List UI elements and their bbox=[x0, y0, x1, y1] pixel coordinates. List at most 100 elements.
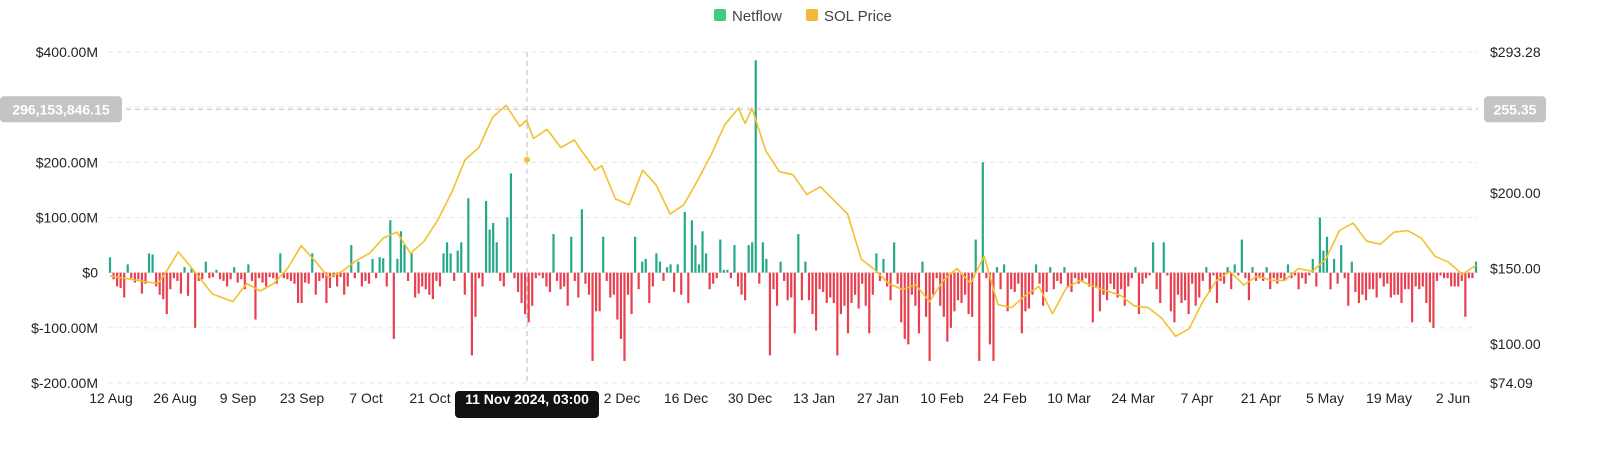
netflow-bar[interactable] bbox=[438, 272, 442, 287]
netflow-bar[interactable] bbox=[516, 272, 520, 292]
netflow-bar[interactable] bbox=[584, 272, 587, 284]
netflow-bar[interactable] bbox=[591, 272, 594, 361]
netflow-bar[interactable] bbox=[1379, 272, 1382, 279]
netflow-bar[interactable] bbox=[229, 272, 232, 280]
legend-sol-price-label[interactable]: SOL Price bbox=[824, 8, 892, 25]
netflow-bar[interactable] bbox=[765, 258, 768, 273]
netflow-bar[interactable] bbox=[130, 272, 133, 279]
netflow-bar[interactable] bbox=[829, 272, 832, 298]
netflow-bar[interactable] bbox=[261, 272, 264, 283]
netflow-bar[interactable] bbox=[1063, 267, 1066, 273]
netflow-bar[interactable] bbox=[371, 258, 374, 273]
netflow-bar[interactable] bbox=[1013, 272, 1016, 292]
netflow-bar[interactable] bbox=[790, 272, 793, 298]
netflow-bar[interactable] bbox=[669, 264, 672, 273]
netflow-bar[interactable] bbox=[460, 242, 463, 273]
netflow-bar[interactable] bbox=[680, 272, 683, 295]
netflow-bar[interactable] bbox=[896, 272, 899, 284]
netflow-bar[interactable] bbox=[421, 272, 424, 287]
netflow-bar[interactable] bbox=[1372, 272, 1375, 290]
netflow-bar[interactable] bbox=[392, 272, 395, 339]
netflow-bar[interactable] bbox=[651, 272, 654, 287]
netflow-bar[interactable] bbox=[1308, 272, 1311, 276]
netflow-bar[interactable] bbox=[1098, 272, 1102, 312]
netflow-bar[interactable] bbox=[665, 267, 669, 273]
netflow-bar[interactable] bbox=[424, 272, 427, 290]
netflow-bar[interactable] bbox=[524, 272, 527, 315]
netflow-bar[interactable] bbox=[531, 272, 534, 306]
netflow-bar[interactable] bbox=[1091, 272, 1094, 323]
netflow-bar[interactable] bbox=[882, 258, 885, 273]
netflow-bar[interactable] bbox=[1194, 272, 1197, 306]
netflow-bar[interactable] bbox=[389, 220, 392, 273]
netflow-bar[interactable] bbox=[1230, 272, 1233, 290]
netflow-bar[interactable] bbox=[772, 272, 775, 290]
netflow-bar[interactable] bbox=[971, 272, 974, 317]
netflow-bar[interactable] bbox=[548, 272, 552, 292]
netflow-bar[interactable] bbox=[811, 272, 814, 315]
netflow-bar[interactable] bbox=[194, 272, 197, 328]
netflow-bar[interactable] bbox=[949, 272, 952, 328]
netflow-bar[interactable] bbox=[140, 272, 144, 294]
netflow-bar[interactable] bbox=[1237, 272, 1240, 276]
netflow-bar[interactable] bbox=[818, 272, 821, 290]
netflow-bar[interactable] bbox=[346, 272, 349, 287]
netflow-bar[interactable] bbox=[1389, 272, 1392, 298]
netflow-bar[interactable] bbox=[1102, 272, 1105, 295]
netflow-bar[interactable] bbox=[779, 261, 782, 273]
netflow-bar[interactable] bbox=[875, 253, 878, 273]
netflow-bar[interactable] bbox=[350, 245, 353, 273]
netflow-bar[interactable] bbox=[797, 234, 800, 273]
netflow-bar[interactable] bbox=[119, 272, 122, 289]
netflow-bar[interactable] bbox=[1247, 272, 1251, 301]
netflow-bar[interactable] bbox=[719, 239, 722, 273]
netflow-bar[interactable] bbox=[825, 272, 828, 304]
netflow-bar[interactable] bbox=[1155, 272, 1158, 290]
netflow-bar[interactable] bbox=[1045, 272, 1048, 292]
legend-netflow-label[interactable]: Netflow bbox=[732, 8, 782, 25]
netflow-bar[interactable] bbox=[648, 272, 651, 304]
netflow-bar[interactable] bbox=[1272, 272, 1275, 279]
netflow-bar[interactable] bbox=[697, 264, 701, 273]
netflow-bar[interactable] bbox=[477, 272, 481, 279]
netflow-bar[interactable] bbox=[953, 272, 956, 312]
netflow-bar[interactable] bbox=[1130, 272, 1133, 279]
netflow-bar[interactable] bbox=[513, 272, 516, 279]
netflow-bar[interactable] bbox=[967, 272, 970, 315]
netflow-bar[interactable] bbox=[715, 272, 718, 279]
netflow-bar[interactable] bbox=[1162, 242, 1165, 273]
netflow-bar[interactable] bbox=[431, 272, 434, 300]
netflow-bar[interactable] bbox=[644, 258, 647, 273]
netflow-bar[interactable] bbox=[832, 272, 835, 304]
netflow-bar[interactable] bbox=[1304, 272, 1307, 284]
netflow-bar[interactable] bbox=[275, 272, 278, 284]
netflow-bar[interactable] bbox=[1364, 272, 1368, 301]
netflow-bar[interactable] bbox=[172, 272, 175, 279]
netflow-bar[interactable] bbox=[754, 60, 757, 273]
netflow-bar[interactable] bbox=[204, 261, 207, 273]
legend[interactable]: Netflow SOL Price bbox=[714, 8, 892, 25]
netflow-bar[interactable] bbox=[410, 253, 413, 273]
netflow-bar[interactable] bbox=[506, 217, 509, 273]
netflow-bar[interactable] bbox=[804, 261, 807, 273]
netflow-bar[interactable] bbox=[509, 173, 513, 273]
netflow-bar[interactable] bbox=[1244, 272, 1247, 279]
netflow-bar[interactable] bbox=[133, 272, 136, 283]
netflow-bar[interactable] bbox=[1208, 272, 1211, 292]
netflow-bar[interactable] bbox=[594, 272, 598, 312]
netflow-bar[interactable] bbox=[634, 236, 637, 273]
netflow-bar[interactable] bbox=[1258, 272, 1261, 279]
netflow-bar[interactable] bbox=[304, 272, 307, 283]
netflow-bar[interactable] bbox=[300, 272, 303, 304]
netflow-bar[interactable] bbox=[559, 272, 562, 290]
netflow-bar[interactable] bbox=[935, 272, 938, 279]
netflow-bar[interactable] bbox=[449, 253, 452, 273]
netflow-bar[interactable] bbox=[474, 272, 477, 317]
netflow-bar[interactable] bbox=[208, 272, 211, 279]
netflow-bar[interactable] bbox=[396, 258, 399, 273]
netflow-bar[interactable] bbox=[1141, 272, 1144, 284]
netflow-bar[interactable] bbox=[924, 272, 928, 317]
netflow-bar[interactable] bbox=[1297, 272, 1300, 290]
netflow-bar[interactable] bbox=[637, 272, 640, 290]
netflow-bar[interactable] bbox=[843, 272, 846, 306]
